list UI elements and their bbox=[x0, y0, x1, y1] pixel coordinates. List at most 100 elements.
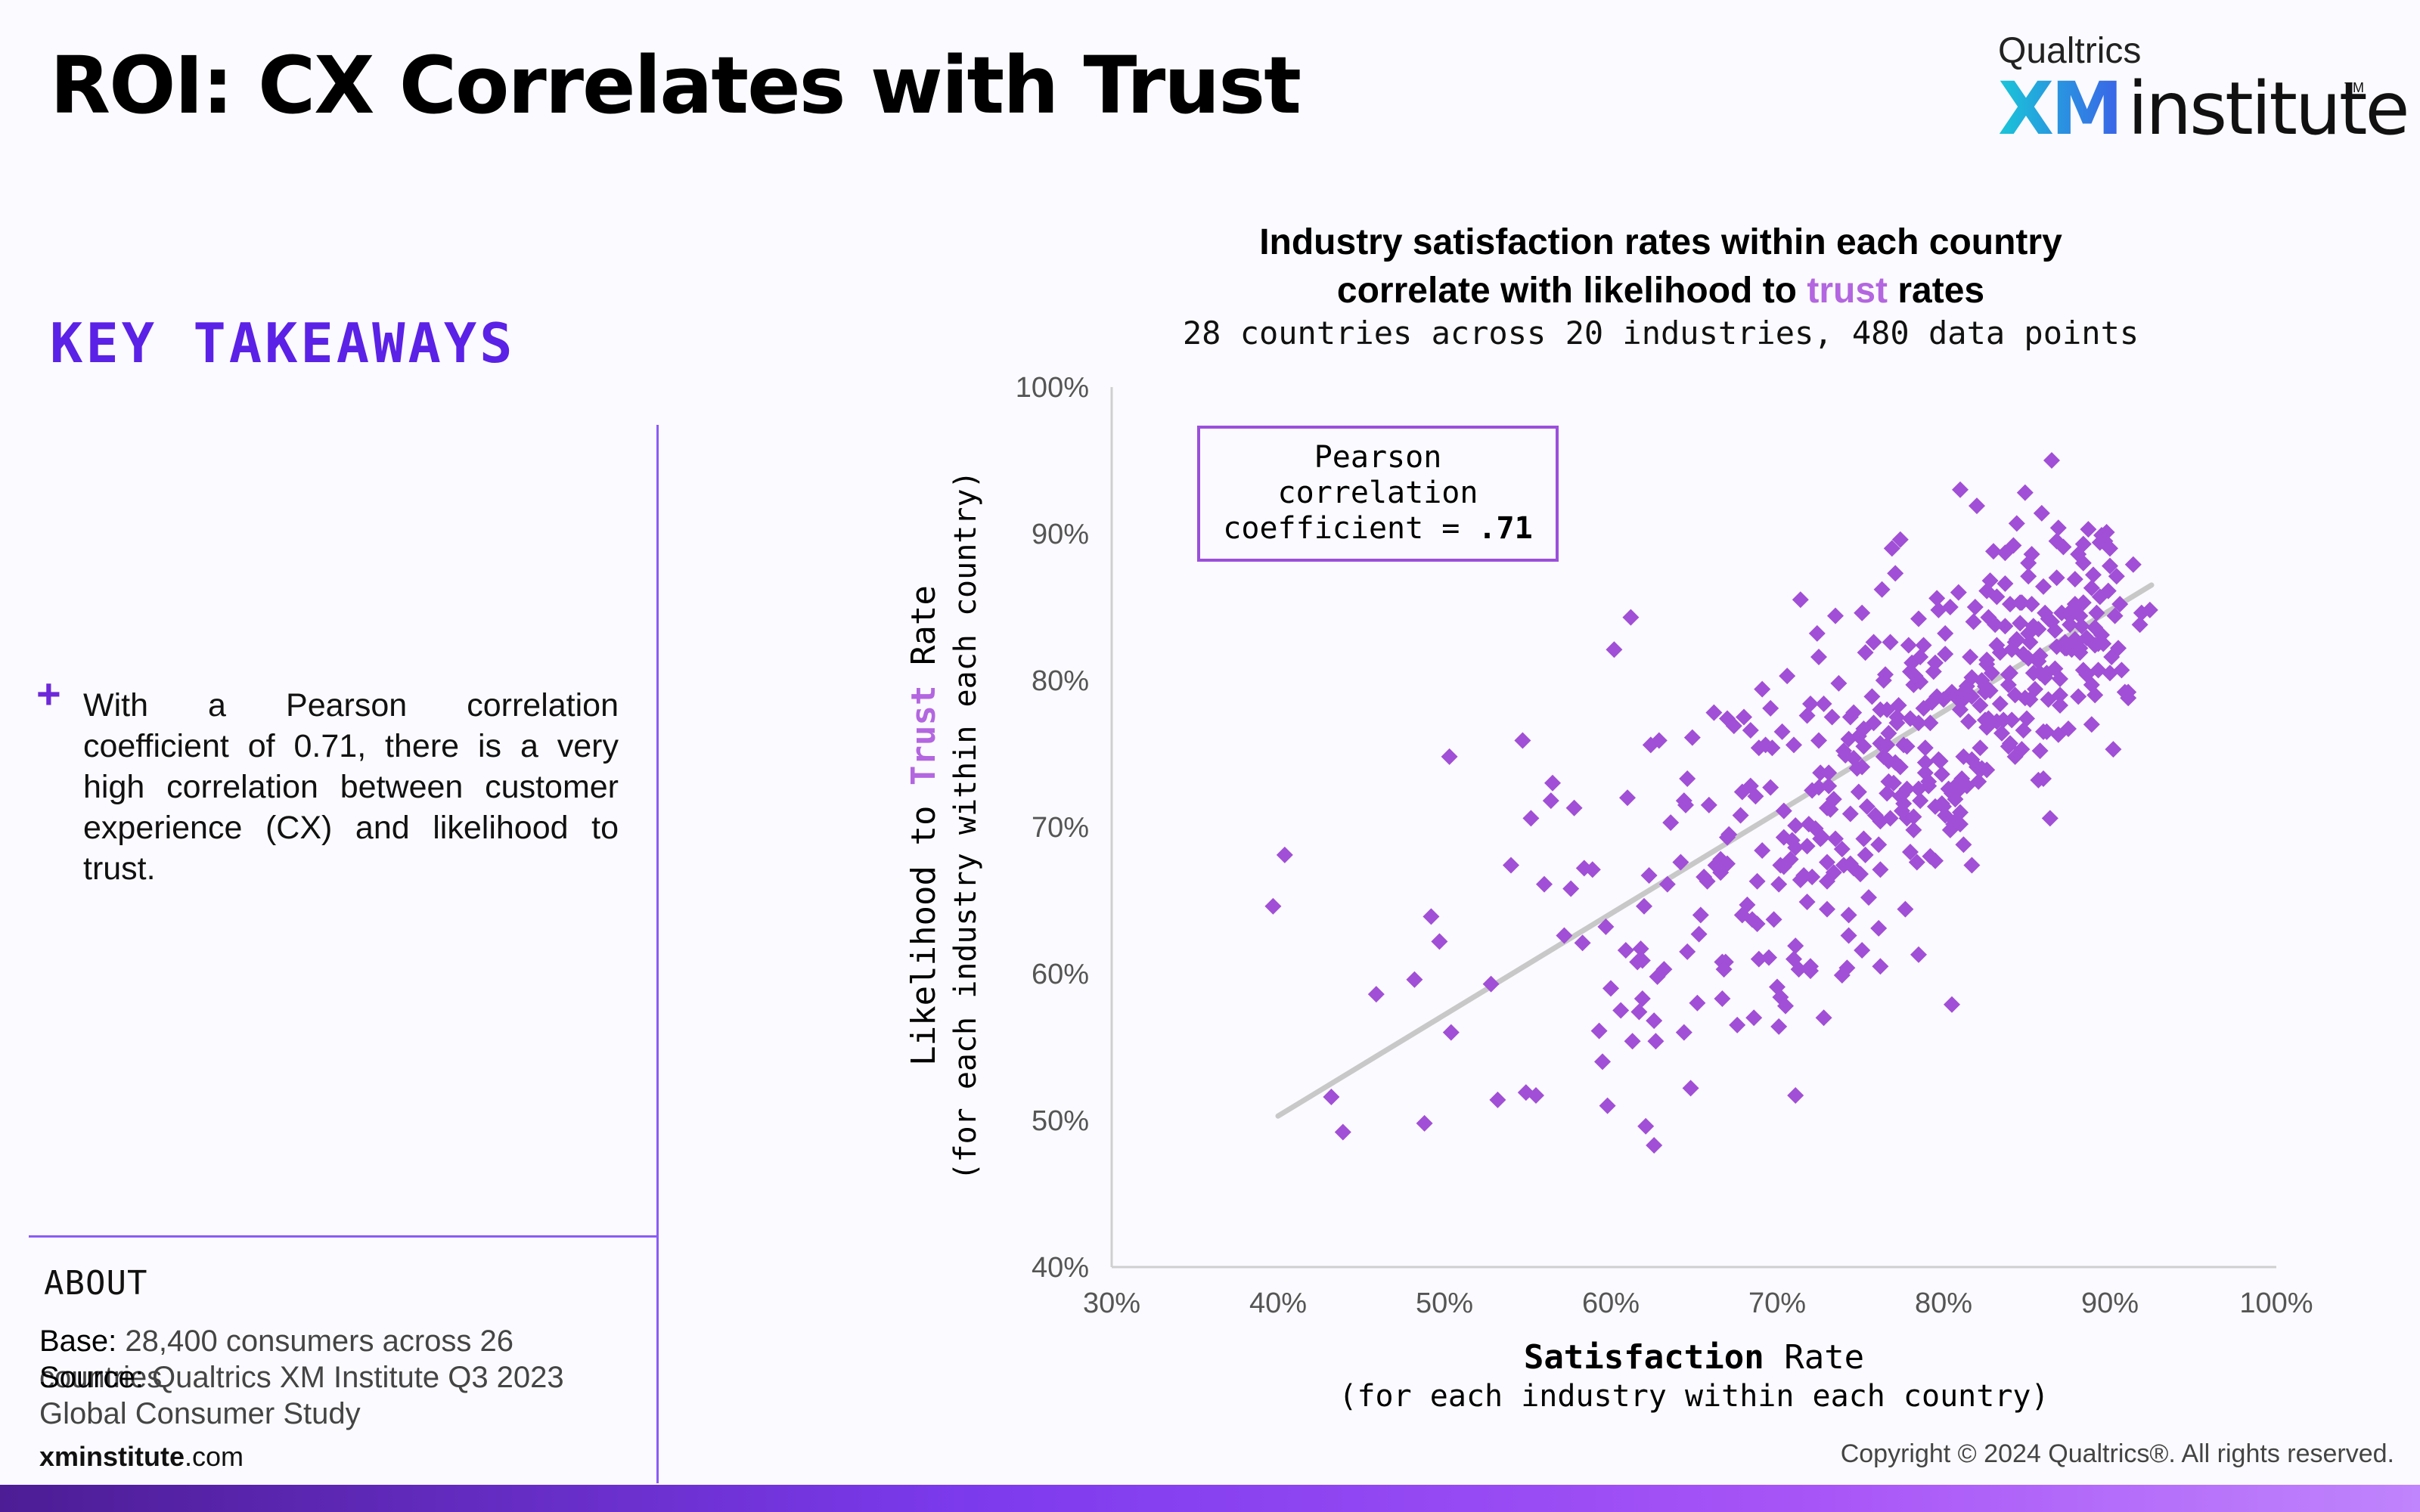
data-point bbox=[2003, 711, 2021, 729]
data-point bbox=[1858, 798, 1876, 815]
data-point bbox=[1602, 980, 1619, 997]
data-point bbox=[1612, 1002, 1630, 1019]
data-point bbox=[2073, 618, 2090, 635]
data-point bbox=[1952, 816, 1969, 833]
data-point bbox=[1873, 581, 1891, 598]
data-point bbox=[1863, 688, 1881, 705]
annotation-line3-label: coefficient = bbox=[1223, 511, 1478, 546]
y-axis-sublabel: (for each industry within each country) bbox=[948, 470, 983, 1180]
data-point bbox=[1963, 688, 1981, 705]
source-label: Source: bbox=[39, 1361, 144, 1394]
website-link[interactable]: xminstitute.com bbox=[39, 1441, 244, 1473]
data-point bbox=[2105, 741, 2122, 758]
data-point bbox=[1779, 668, 1796, 685]
data-point bbox=[2071, 607, 2089, 624]
data-point bbox=[1916, 739, 1934, 757]
data-point bbox=[2083, 579, 2100, 596]
data-point bbox=[1865, 714, 1882, 732]
data-point bbox=[1815, 1009, 1832, 1027]
data-point bbox=[1912, 648, 1929, 665]
sidebar-divider-vertical bbox=[656, 425, 659, 1483]
data-point bbox=[1972, 739, 1989, 757]
data-point bbox=[1902, 843, 1919, 860]
data-point bbox=[1782, 850, 1799, 868]
data-point bbox=[1431, 933, 1448, 950]
data-point bbox=[1928, 590, 1946, 607]
data-point bbox=[1969, 497, 1985, 515]
data-point bbox=[1930, 601, 1947, 618]
data-point bbox=[1787, 937, 1804, 955]
data-point bbox=[1689, 994, 1706, 1012]
data-point bbox=[1879, 736, 1896, 754]
bottom-gradient-bar bbox=[0, 1485, 2420, 1512]
data-point bbox=[1991, 696, 2009, 713]
data-point bbox=[1898, 738, 1916, 755]
data-point bbox=[2020, 568, 2037, 585]
data-point bbox=[1754, 842, 1771, 860]
chart-title-trust: trust bbox=[1807, 271, 1888, 311]
data-point bbox=[1978, 651, 1996, 668]
data-point bbox=[1908, 854, 1925, 871]
data-point bbox=[1808, 624, 1826, 642]
x-tick-label: 30% bbox=[1083, 1287, 1140, 1319]
data-point bbox=[1787, 1087, 1804, 1105]
data-point bbox=[1820, 777, 1838, 795]
data-point bbox=[1854, 604, 1871, 621]
y-tick-label: 40% bbox=[1032, 1252, 1089, 1284]
data-point bbox=[1830, 674, 1848, 692]
data-point bbox=[1798, 707, 1816, 724]
data-point bbox=[1725, 717, 1742, 735]
data-point bbox=[1852, 866, 1869, 883]
data-point bbox=[1677, 796, 1694, 813]
data-point bbox=[1764, 739, 1781, 757]
data-point bbox=[1993, 724, 2010, 742]
data-point bbox=[1630, 1003, 1648, 1021]
data-point bbox=[1985, 543, 2002, 560]
data-point bbox=[1912, 792, 1929, 810]
data-point bbox=[1514, 732, 1531, 749]
data-point bbox=[2095, 635, 2112, 652]
y-axis-label-post: Rate bbox=[904, 585, 943, 685]
data-point bbox=[2113, 662, 2130, 679]
data-point bbox=[1798, 893, 1816, 910]
data-point bbox=[1870, 919, 1888, 937]
data-point bbox=[1900, 637, 1917, 654]
data-point bbox=[1699, 872, 1716, 890]
data-point bbox=[1950, 584, 1967, 601]
about-heading: ABOUT bbox=[44, 1264, 148, 1303]
data-point bbox=[1736, 708, 1752, 726]
y-tick-label: 80% bbox=[1032, 665, 1089, 697]
data-point bbox=[2000, 676, 2017, 693]
data-point bbox=[1606, 641, 1623, 658]
data-point bbox=[1996, 618, 2014, 635]
data-point bbox=[2041, 810, 2059, 827]
data-point bbox=[2008, 631, 2025, 648]
data-point bbox=[2106, 607, 2124, 624]
data-point bbox=[1819, 900, 1835, 918]
y-tick-labels: 40% 50% 60% 70% 80% 90% 100% bbox=[1016, 372, 1089, 1284]
data-point bbox=[1804, 868, 1821, 885]
data-point bbox=[2052, 686, 2068, 704]
data-point bbox=[2108, 568, 2125, 585]
data-point bbox=[2131, 616, 2149, 634]
data-point bbox=[1820, 764, 1838, 782]
data-point bbox=[1528, 1087, 1544, 1105]
data-point bbox=[2060, 720, 2077, 738]
x-tick-label: 80% bbox=[1915, 1287, 1972, 1319]
data-point bbox=[1624, 1033, 1641, 1050]
data-point bbox=[1655, 961, 1673, 978]
data-point bbox=[2015, 721, 2032, 739]
data-point bbox=[2046, 622, 2064, 640]
chart-subtitle: 28 countries across 20 industries, 480 d… bbox=[1183, 314, 2139, 352]
data-point bbox=[1646, 1012, 1663, 1030]
data-point bbox=[1761, 949, 1777, 966]
data-point bbox=[1276, 846, 1293, 863]
data-point bbox=[1714, 990, 1731, 1007]
data-point bbox=[2120, 683, 2137, 701]
data-point bbox=[1682, 1080, 1699, 1097]
data-point bbox=[1802, 958, 1819, 975]
data-point bbox=[2110, 640, 2127, 657]
data-point bbox=[1482, 975, 1500, 993]
data-point bbox=[1915, 637, 1932, 654]
data-point bbox=[1700, 796, 1717, 813]
